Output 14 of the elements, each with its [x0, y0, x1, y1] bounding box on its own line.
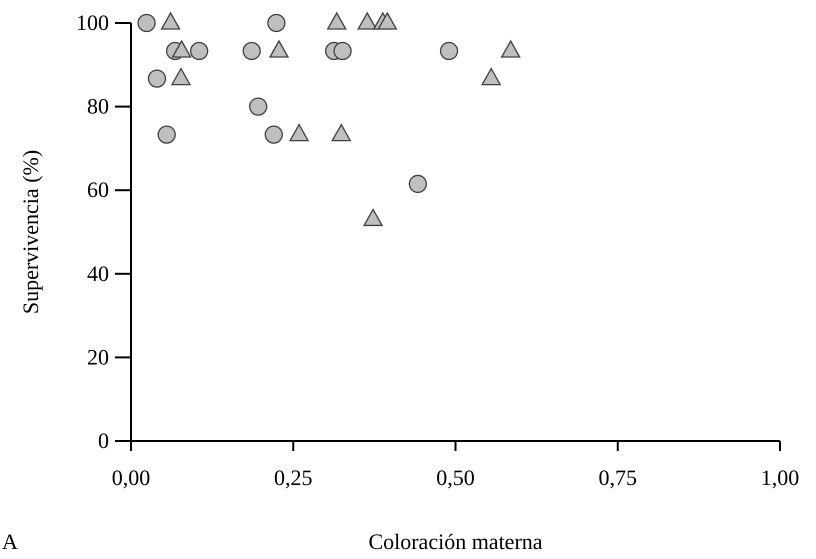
y-axis-title: Supervivencia (%)	[18, 150, 43, 314]
text: A	[2, 529, 18, 554]
x-tick-label: 0,00	[112, 465, 150, 490]
y-tick-label: 80	[87, 94, 109, 119]
y-tick-label: 40	[87, 260, 109, 286]
x-tick-label: 0,75	[598, 465, 637, 490]
y-tick-label: 100	[76, 10, 109, 35]
x-tick-label: 0,50	[436, 465, 475, 490]
y-tick-label: 0	[98, 428, 109, 453]
x-tick-label: 0,25	[274, 465, 312, 490]
x-tick-label: 1,00	[760, 465, 800, 490]
y-tick-label: 20	[87, 344, 109, 370]
y-tick-label: 60	[87, 177, 109, 202]
x-axis-title: Coloración materna	[368, 529, 543, 554]
